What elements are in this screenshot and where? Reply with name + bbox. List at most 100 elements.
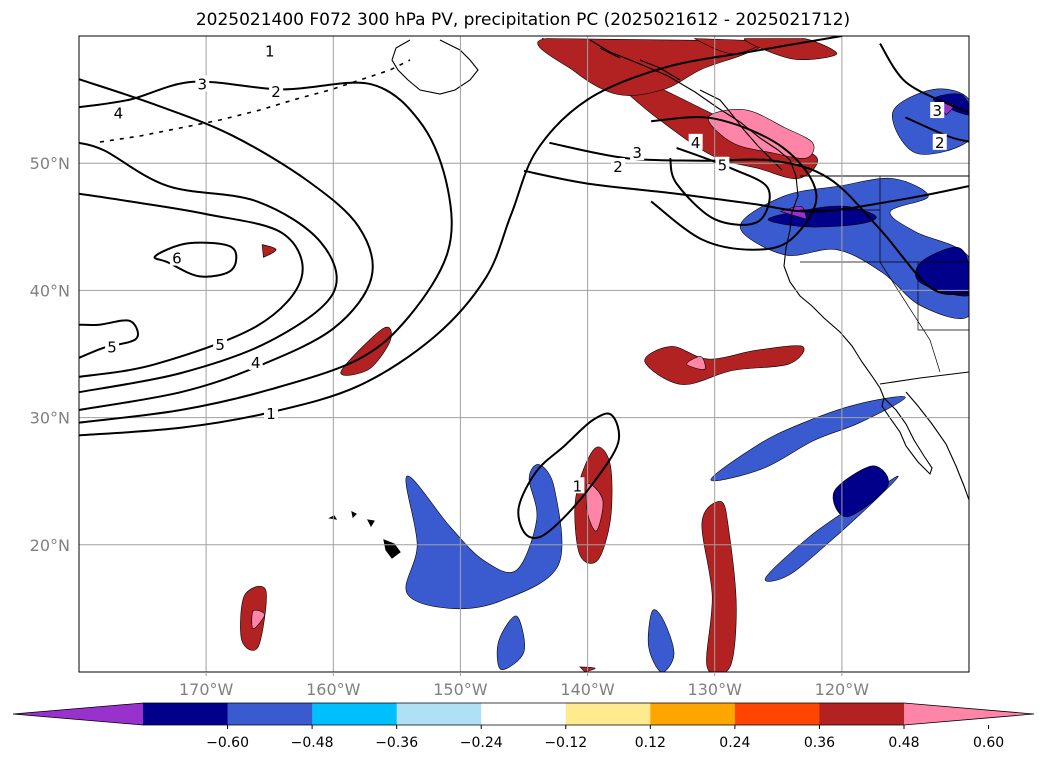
contour-label-text: 3 <box>632 144 642 162</box>
colorbar-extend-high <box>904 703 1034 725</box>
chart-title: 2025021400 F072 300 hPa PV, precipitatio… <box>196 10 850 30</box>
pv-contour-3 <box>879 43 969 114</box>
contour-label-bg <box>263 404 278 421</box>
colorbar-tick-label: −0.12 <box>544 735 587 751</box>
pv-contour-3 <box>549 141 969 296</box>
colorbar-segment <box>312 703 398 725</box>
pv-contour-6 <box>153 241 238 278</box>
pv-contour-label: 6 <box>169 249 184 268</box>
colorbar-segment <box>650 703 736 725</box>
precip-area-13 <box>251 609 265 630</box>
pv-contour-label: 4 <box>248 353 263 372</box>
pv-contour-label: 1 <box>262 42 277 60</box>
colorbar-segment <box>565 703 651 725</box>
contour-label-bg <box>105 338 120 355</box>
pv-contour-5 <box>79 192 304 378</box>
colorbar-tick-label: 0.24 <box>719 735 750 751</box>
pv-contour-label: 2 <box>932 133 947 152</box>
map-frame <box>78 35 970 673</box>
hawaiian-islands <box>328 511 401 559</box>
pv-contour-5 <box>79 319 139 359</box>
pv-contour-label: 3 <box>630 144 645 162</box>
contour-label-bg <box>930 102 945 119</box>
us-mexico-border <box>879 371 969 385</box>
precip-area-9 <box>701 501 737 672</box>
contour-label-text: 2 <box>613 158 623 176</box>
pv-contour-label: 3 <box>930 102 945 120</box>
pv-contour-label: 1 <box>570 477 585 495</box>
contour-label-text: 1 <box>266 405 276 423</box>
lat-tick-label: 40°N <box>30 281 70 300</box>
colorbar-tick-label: −0.60 <box>206 735 249 751</box>
colorbar-tick-label: 0.48 <box>888 735 919 751</box>
coastline-layer <box>99 39 969 559</box>
contour-label-text: 4 <box>691 134 701 152</box>
coastline-mexico <box>905 391 969 501</box>
contour-label-text: 2 <box>935 134 945 152</box>
colorbar-outline <box>12 702 1035 726</box>
contour-label-text: 1 <box>573 477 583 495</box>
pv-contour-label: 4 <box>688 133 703 152</box>
colorbar-tick-label: 0.60 <box>973 735 1004 751</box>
contour-label-bg <box>111 104 126 121</box>
contour-label-bg <box>611 158 626 175</box>
colorbar-segment <box>143 703 229 725</box>
coastline-north-america <box>589 39 885 399</box>
precip-area-7 <box>644 345 805 385</box>
lon-tick-label: 120°W <box>815 680 870 699</box>
contour-label-bg <box>213 336 228 353</box>
contour-label-text: 4 <box>251 354 261 372</box>
contour-label-bg <box>262 42 277 59</box>
colorbar-tick-label: −0.24 <box>460 735 503 751</box>
lon-tick-label: 160°W <box>306 680 361 699</box>
precip-area-24 <box>832 465 889 518</box>
coastline-alaska <box>391 39 479 95</box>
pv-contour-label: 5 <box>105 338 120 357</box>
contour-label-text: 5 <box>215 336 225 354</box>
contour-label-bg <box>715 156 730 173</box>
lat-tick-label: 20°N <box>30 536 70 555</box>
contour-label-text: 6 <box>172 250 182 268</box>
colorbar-segment <box>227 703 313 725</box>
precip-area-4 <box>744 38 838 60</box>
pv-contour-label: 1 <box>263 404 278 423</box>
pv-contour-4 <box>79 141 338 394</box>
contour-label-bg <box>688 133 703 150</box>
pv-contour-label: 2 <box>611 158 626 176</box>
precip-area-15 <box>405 464 563 610</box>
contour-label-bg <box>630 144 645 161</box>
pv-contour-label: 5 <box>715 156 730 175</box>
pv-contour-3 <box>79 78 374 411</box>
precip-area-12 <box>585 483 604 532</box>
contour-label-text: 4 <box>114 105 124 123</box>
contour-label-text: 1 <box>265 42 275 60</box>
axis-ticks: 170°W 160°W 150°W 140°W 130°W 120°W 20°N 30°N 40… <box>30 154 870 699</box>
contour-label-text: 3 <box>932 102 942 120</box>
colorbar-tick-label: −0.48 <box>291 735 334 751</box>
colorbar-extend-low <box>13 703 143 725</box>
contour-label-bg <box>248 353 263 370</box>
pv-contour-label: 3 <box>195 75 210 93</box>
lon-tick-label: 140°W <box>560 680 615 699</box>
pv-contour-2 <box>523 169 969 213</box>
lat-tick-label: 30°N <box>30 409 70 428</box>
precip-area-22 <box>767 205 877 228</box>
contour-label-bg <box>195 75 210 92</box>
lon-tick-label: 170°W <box>179 680 234 699</box>
colorbar: −0.60 −0.48 −0.36 −0.24 −0.12 0.12 0.24 0.36 0.4… <box>12 702 1035 751</box>
contour-label-text: 5 <box>107 339 117 357</box>
pv-contour-5 <box>669 146 771 226</box>
lon-tick-label: 130°W <box>688 680 743 699</box>
precip-area-5 <box>340 326 392 376</box>
lat-tick-label: 50°N <box>30 154 70 173</box>
lon-tick-label: 150°W <box>433 680 488 699</box>
pv-contour-1 <box>79 36 843 437</box>
colorbar-tick-label: −0.36 <box>375 735 418 751</box>
contour-label-bg <box>269 82 284 99</box>
pv-contour-2 <box>904 116 969 143</box>
pv-contour-1 <box>517 412 621 540</box>
precip-area-14 <box>686 356 706 370</box>
